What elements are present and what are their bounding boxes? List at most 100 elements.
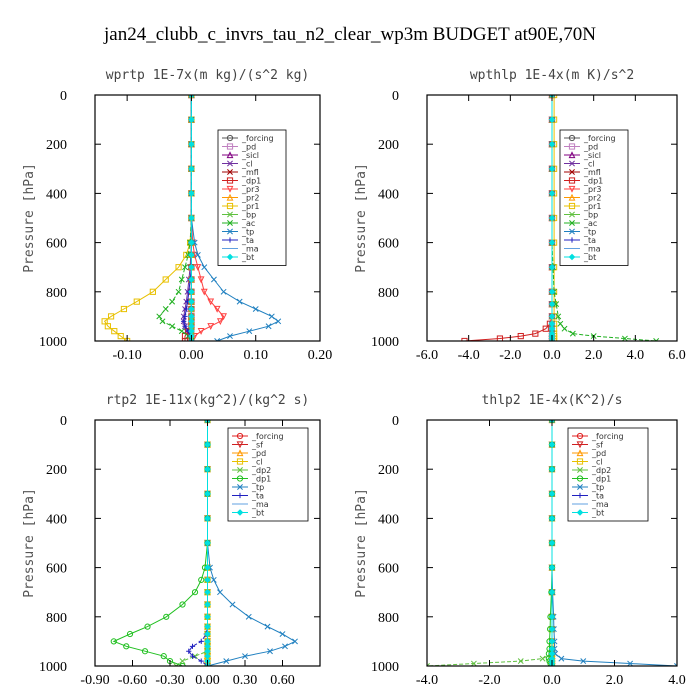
x-tick-label: 0.0 xyxy=(543,348,561,363)
y-tick-label: 1000 xyxy=(39,335,67,350)
data-point-dp1 xyxy=(160,653,167,660)
legend-label: _sf xyxy=(591,441,603,450)
data-point-bt xyxy=(204,576,211,584)
data-point-bt xyxy=(548,490,556,498)
data-point-tp xyxy=(242,653,248,660)
data-point-pr1 xyxy=(107,313,115,320)
legend-marker xyxy=(576,458,584,465)
data-point-pr1 xyxy=(120,305,128,313)
x-tick-label: -4.0 xyxy=(416,673,438,688)
legend-marker xyxy=(226,253,234,261)
data-point-tp xyxy=(246,328,253,335)
y-tick-label: 200 xyxy=(46,463,67,478)
data-point-dp1 xyxy=(126,630,134,638)
data-point-ac xyxy=(178,276,185,283)
legend-marker xyxy=(576,449,584,457)
legend-label: _dp2 xyxy=(591,466,611,475)
y-tick-label: 800 xyxy=(378,286,399,301)
legend-label: _ma xyxy=(591,500,609,509)
data-point-bt xyxy=(548,539,556,547)
data-point-tp xyxy=(201,264,208,271)
data-point-tp xyxy=(580,658,587,665)
data-point-dp1 xyxy=(191,589,199,596)
data-point-dp2 xyxy=(179,658,186,665)
series-line-pr1 xyxy=(103,95,192,341)
legend-marker xyxy=(227,220,233,226)
data-point-tp xyxy=(549,420,555,423)
data-point-bt xyxy=(548,165,556,173)
legend-label: _dp2 xyxy=(251,466,271,475)
x-tick-label: -4.0 xyxy=(458,348,480,363)
data-point-bt xyxy=(188,165,195,173)
legend-label: _tp xyxy=(591,483,604,492)
data-point-tp xyxy=(227,333,233,340)
x-tick-label: 4.0 xyxy=(668,673,686,688)
y-tick-label: 600 xyxy=(46,237,67,252)
chart-panel-1: wprtp 1E-7x(m kg)/(s^2 kg) Pressure [hPa]… xyxy=(22,68,332,363)
legend-marker xyxy=(569,220,575,226)
legend-label: _pr3 xyxy=(241,185,259,194)
data-point-ac xyxy=(182,264,188,271)
data-point-tp xyxy=(627,660,634,666)
legend-label: _bt xyxy=(591,509,604,518)
data-point-bt xyxy=(548,190,556,197)
data-point-bt xyxy=(548,239,556,246)
data-point-bt xyxy=(188,116,195,123)
data-point-bt xyxy=(204,539,211,547)
data-point-dp1 xyxy=(496,335,504,341)
x-tick-label: 0.10 xyxy=(243,348,268,363)
legend-marker xyxy=(577,467,583,473)
y-tick-label: 400 xyxy=(46,187,67,202)
data-point-tp xyxy=(217,589,223,596)
legend-marker xyxy=(568,177,576,184)
data-point-ac xyxy=(569,330,576,337)
data-point-tp xyxy=(236,298,243,305)
data-point-dp2 xyxy=(470,660,477,666)
data-point-ac xyxy=(175,288,182,295)
legend-label: _ma xyxy=(241,245,259,254)
legend-label: _cl xyxy=(591,458,603,467)
legend-marker xyxy=(236,509,244,516)
data-point-tp xyxy=(229,601,236,608)
legend: _forcing_sf_pd_cl_dp2_dp1_tp_ta_ma_bt xyxy=(567,427,649,522)
legend-label: _pr1 xyxy=(583,202,601,211)
y-axis-label: Pressure [hPa] xyxy=(22,163,37,273)
legend-label: _ma xyxy=(251,500,269,509)
legend-label: _forcing xyxy=(583,134,616,143)
data-point-ac xyxy=(159,318,166,325)
data-point-ac xyxy=(156,313,163,320)
series-line-dp2 xyxy=(427,420,553,666)
data-point-bt xyxy=(188,214,195,222)
y-tick-label: 400 xyxy=(378,512,399,527)
data-point-pr3 xyxy=(216,318,224,326)
data-point-dp1 xyxy=(163,613,170,620)
x-tick-label: -0.30 xyxy=(155,673,184,688)
y-tick-label: 0 xyxy=(60,414,67,429)
legend-marker xyxy=(576,475,584,482)
data-point-pr1 xyxy=(175,264,182,271)
legend-label: _pr2 xyxy=(241,194,259,203)
data-point-tp xyxy=(194,251,201,258)
legend-label: _tp xyxy=(241,228,254,237)
legend-label: _sicl xyxy=(583,151,601,160)
data-point-bt xyxy=(204,441,211,448)
data-point-pr1 xyxy=(104,323,111,330)
legend: _forcing_pd_sicl_cl_mfl_dp1_pr3_pr2_pr1_… xyxy=(559,129,629,266)
x-tick-label: 2.0 xyxy=(585,348,603,363)
panel-title: wpthlp 1E-4x(m K)/s^2 xyxy=(470,68,634,83)
legend-marker xyxy=(227,169,233,175)
series-line-dp2 xyxy=(175,420,208,666)
data-point-bt xyxy=(188,288,195,296)
legend-marker xyxy=(568,143,576,150)
data-point-bt xyxy=(188,190,195,197)
legend-label: _ta xyxy=(241,236,254,245)
legend-marker xyxy=(236,449,244,457)
data-point-ac xyxy=(561,325,568,332)
data-point-tp xyxy=(549,95,555,98)
legend-marker xyxy=(236,475,244,482)
legend-label: _mfl xyxy=(241,168,259,177)
data-point-tp xyxy=(223,658,230,665)
data-point-tp xyxy=(282,643,288,650)
data-point-bt xyxy=(204,613,211,621)
data-point-bt xyxy=(204,564,211,571)
